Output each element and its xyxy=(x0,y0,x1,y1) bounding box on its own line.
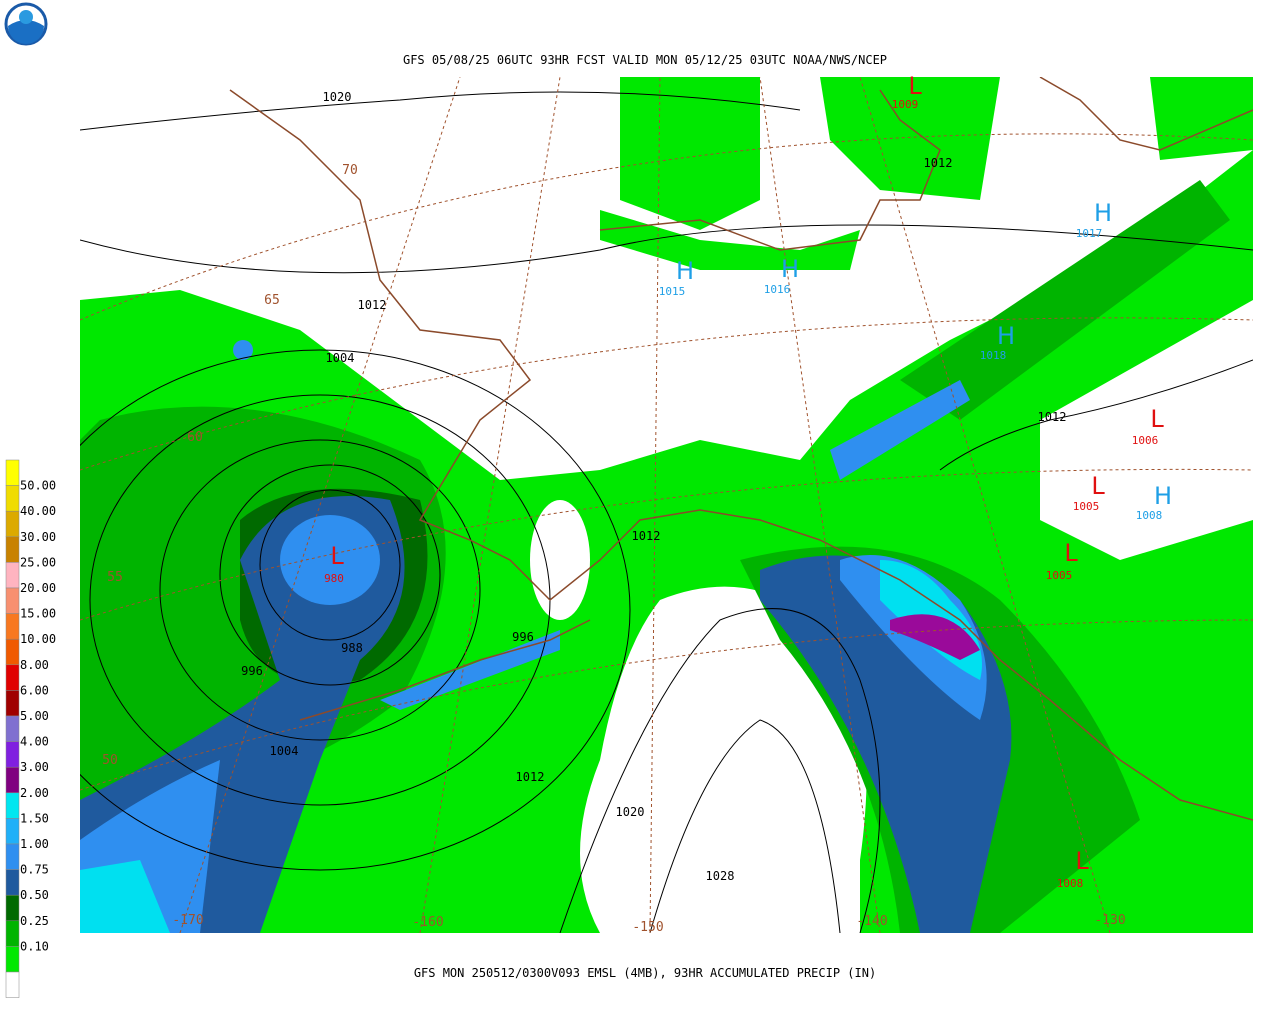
legend-label: 2.00 xyxy=(20,786,49,800)
legend-swatch xyxy=(5,843,20,870)
low-symbol: L xyxy=(1075,847,1089,875)
legend: 50.00 40.00 30.00 25.00 20.00 15.00 10.00 8.00 6… xyxy=(5,459,56,998)
legend-label: 30.00 xyxy=(20,530,56,544)
high-symbol: H xyxy=(1154,482,1172,510)
low-symbol: L xyxy=(1091,472,1105,500)
legend-swatch xyxy=(5,946,20,973)
legend-label: 8.00 xyxy=(20,658,49,672)
legend-swatch xyxy=(5,459,20,486)
high-symbol: H xyxy=(781,255,799,283)
legend-label: 1.00 xyxy=(20,837,49,851)
low-symbol: L xyxy=(908,72,922,100)
legend-label: 0.25 xyxy=(20,914,49,928)
legend-swatch xyxy=(5,536,20,563)
legend-swatch xyxy=(5,920,20,947)
legend-label: 20.00 xyxy=(20,581,56,595)
low-pressure: 1008 xyxy=(1057,877,1084,890)
noaa-logo xyxy=(4,2,48,46)
latitude-label: 65 xyxy=(264,293,280,308)
legend-label: 25.00 xyxy=(20,555,56,569)
low-pressure: 1009 xyxy=(892,98,919,111)
high-pressure: 1017 xyxy=(1076,227,1103,240)
latitude-label: 55 xyxy=(107,570,123,585)
low-pressure: 1005 xyxy=(1073,500,1100,513)
high-symbol: H xyxy=(997,322,1015,350)
legend-swatch xyxy=(5,792,20,819)
high-symbol: H xyxy=(1094,199,1112,227)
legend-swatch xyxy=(5,894,20,922)
isobar-label: 1004 xyxy=(270,744,299,758)
isobar-label: 996 xyxy=(512,630,534,644)
isobar-label: 1012 xyxy=(924,156,953,170)
legend-label: 6.00 xyxy=(20,683,49,697)
legend-swatch xyxy=(5,664,20,691)
high-pressure: 1008 xyxy=(1136,509,1163,522)
legend-swatch xyxy=(5,587,20,614)
title: GFS 05/08/25 06UTC 93HR FCST VALID MON 0… xyxy=(403,53,887,67)
isobar-label: 1020 xyxy=(616,805,645,819)
legend-label: 50.00 xyxy=(20,479,56,493)
legend-label: 4.00 xyxy=(20,735,49,749)
high-symbol: H xyxy=(676,257,694,285)
isobar-label: 1004 xyxy=(326,351,355,365)
isobar-label: 1012 xyxy=(516,770,545,784)
legend-label: 0.10 xyxy=(20,939,49,953)
legend-swatch xyxy=(5,562,20,589)
legend-swatch xyxy=(5,971,20,998)
latitude-label: 60 xyxy=(187,430,203,445)
latitude-label: 70 xyxy=(342,163,358,178)
isobar-label: 1028 xyxy=(706,869,735,883)
legend-swatch xyxy=(5,638,20,666)
low-symbol: L xyxy=(1150,405,1164,433)
footer-caption: GFS MON 250512/0300V093 EMSL (4MB), 93HR… xyxy=(414,966,876,980)
isobar-label: 996 xyxy=(241,664,263,678)
legend-swatch xyxy=(5,613,20,640)
legend-label: 3.00 xyxy=(20,760,49,774)
longitude-label: -140 xyxy=(856,914,887,929)
legend-label: 5.00 xyxy=(20,709,49,723)
legend-swatch xyxy=(5,715,20,742)
longitude-label: -160 xyxy=(412,915,443,930)
legend-swatch xyxy=(5,741,20,768)
legend-swatch xyxy=(5,510,20,538)
isobar-label: 1012 xyxy=(1038,410,1067,424)
isobar-label: 1020 xyxy=(323,90,352,104)
high-pressure: 1016 xyxy=(764,283,791,296)
legend-label: 0.75 xyxy=(20,863,49,877)
isobar-label: 1012 xyxy=(358,298,387,312)
legend-label: 10.00 xyxy=(20,632,56,646)
longitude-label: -150 xyxy=(632,920,663,935)
legend-swatch xyxy=(5,766,20,794)
legend-swatch xyxy=(5,690,20,717)
legend-label: 40.00 xyxy=(20,504,56,518)
low-pressure: 980 xyxy=(324,572,344,585)
legend-label: 1.50 xyxy=(20,811,49,825)
isobar-label: 1012 xyxy=(632,529,661,543)
latitude-label: 50 xyxy=(102,753,118,768)
longitude-label: -170 xyxy=(172,913,203,928)
low-pressure: 1005 xyxy=(1046,569,1073,582)
map: 1020 1012 1012 1004 1012 1012 996 988 99… xyxy=(80,72,1253,935)
longitude-label: -130 xyxy=(1094,913,1125,928)
legend-swatch xyxy=(5,818,20,845)
legend-swatch xyxy=(5,485,20,512)
legend-swatch xyxy=(5,869,20,896)
low-symbol: L xyxy=(330,542,344,570)
isobar-label: 988 xyxy=(341,641,363,655)
high-pressure: 1018 xyxy=(980,349,1007,362)
high-pressure: 1015 xyxy=(659,285,686,298)
legend-label: 0.50 xyxy=(20,888,49,902)
low-symbol: L xyxy=(1064,539,1078,567)
legend-label: 15.00 xyxy=(20,607,56,621)
low-pressure: 1006 xyxy=(1132,434,1159,447)
